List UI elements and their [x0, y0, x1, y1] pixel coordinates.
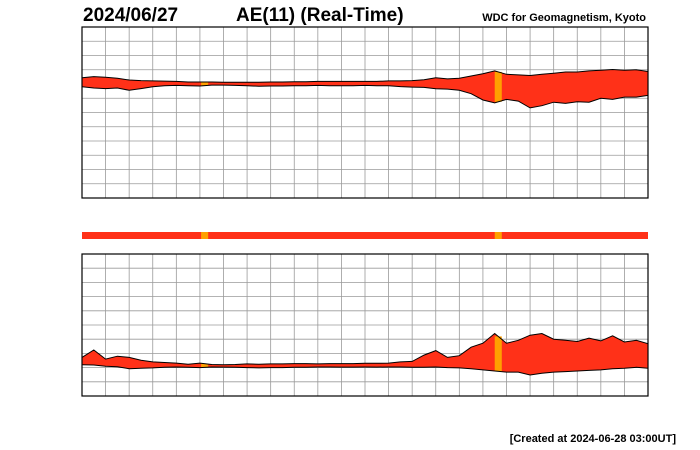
au-al-panel — [81, 26, 649, 199]
highlight-interval — [494, 71, 502, 102]
status-bar-fill — [82, 232, 648, 239]
ae-series-line — [81, 332, 649, 366]
ae-ao-panel — [81, 253, 649, 397]
ao-series-line — [81, 364, 649, 376]
chart-date: 2024/06/27 — [83, 5, 178, 26]
highlight-interval — [494, 336, 502, 372]
chart-title: AE(11) (Real-Time) — [236, 5, 404, 26]
au-series-line — [81, 68, 649, 83]
plot-frame — [81, 26, 649, 199]
plot-frame — [81, 253, 649, 397]
al-series-line — [81, 84, 649, 109]
envelope-area — [82, 333, 648, 375]
data-source: WDC for Geomagnetism, Kyoto — [482, 12, 646, 24]
status-bar-highlight — [494, 232, 502, 239]
envelope-area — [82, 69, 648, 108]
status-bar — [82, 232, 648, 239]
status-bar-highlight — [201, 232, 209, 239]
highlight-interval — [201, 82, 209, 86]
highlight-interval — [201, 363, 209, 368]
created-timestamp: [Created at 2024-06-28 03:00UT] — [510, 433, 677, 445]
